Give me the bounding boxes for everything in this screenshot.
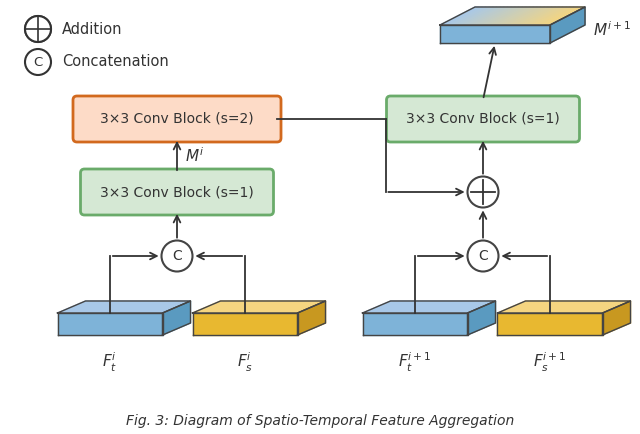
Polygon shape [444,7,483,25]
Text: Addition: Addition [62,22,122,36]
Circle shape [467,240,499,272]
Polygon shape [440,7,479,25]
Text: 3×3 Conv Block (s=1): 3×3 Conv Block (s=1) [406,112,560,126]
Polygon shape [532,7,570,25]
Text: Fig. 3: Diagram of Spatio-Temporal Feature Aggregation: Fig. 3: Diagram of Spatio-Temporal Featu… [126,414,514,428]
Polygon shape [528,7,566,25]
Polygon shape [484,7,523,25]
Text: Concatenation: Concatenation [62,55,169,69]
FancyBboxPatch shape [73,96,281,142]
Polygon shape [362,301,495,313]
Polygon shape [497,313,602,335]
Polygon shape [481,7,519,25]
Polygon shape [58,313,163,335]
Polygon shape [451,7,490,25]
Polygon shape [492,7,530,25]
Polygon shape [467,301,495,335]
Polygon shape [454,7,493,25]
Circle shape [161,240,193,272]
Polygon shape [193,301,326,313]
Polygon shape [458,7,497,25]
Polygon shape [495,7,534,25]
Polygon shape [469,7,508,25]
FancyBboxPatch shape [81,169,273,215]
Polygon shape [524,7,563,25]
Polygon shape [497,301,630,313]
Polygon shape [466,7,504,25]
Polygon shape [58,301,191,313]
Polygon shape [502,7,541,25]
Polygon shape [550,7,585,43]
Polygon shape [539,7,578,25]
Polygon shape [477,7,515,25]
Polygon shape [547,7,585,25]
Circle shape [25,16,51,42]
Polygon shape [513,7,552,25]
Polygon shape [473,7,511,25]
Text: C: C [478,249,488,263]
Polygon shape [509,7,548,25]
Polygon shape [517,7,556,25]
Polygon shape [440,25,550,43]
Polygon shape [521,7,559,25]
Polygon shape [298,301,326,335]
Polygon shape [535,7,574,25]
Text: C: C [172,249,182,263]
Polygon shape [543,7,581,25]
Polygon shape [462,7,500,25]
Polygon shape [193,313,298,335]
Text: $M^{i+1}$: $M^{i+1}$ [593,20,631,39]
Text: 3×3 Conv Block (s=1): 3×3 Conv Block (s=1) [100,185,254,199]
Text: 3×3 Conv Block (s=2): 3×3 Conv Block (s=2) [100,112,254,126]
Polygon shape [506,7,545,25]
Text: $F_s^{i+1}$: $F_s^{i+1}$ [533,351,567,374]
Polygon shape [447,7,486,25]
Text: $F_s^i$: $F_s^i$ [237,351,253,374]
FancyBboxPatch shape [387,96,579,142]
Text: $F_t^i$: $F_t^i$ [102,351,118,374]
Polygon shape [602,301,630,335]
Circle shape [25,16,51,42]
Text: $F_t^{i+1}$: $F_t^{i+1}$ [398,351,432,374]
Polygon shape [499,7,538,25]
Circle shape [467,177,499,207]
Polygon shape [163,301,191,335]
Text: C: C [33,56,43,69]
Polygon shape [488,7,526,25]
Polygon shape [362,313,467,335]
Circle shape [25,49,51,75]
Text: $M^i$: $M^i$ [185,146,204,165]
